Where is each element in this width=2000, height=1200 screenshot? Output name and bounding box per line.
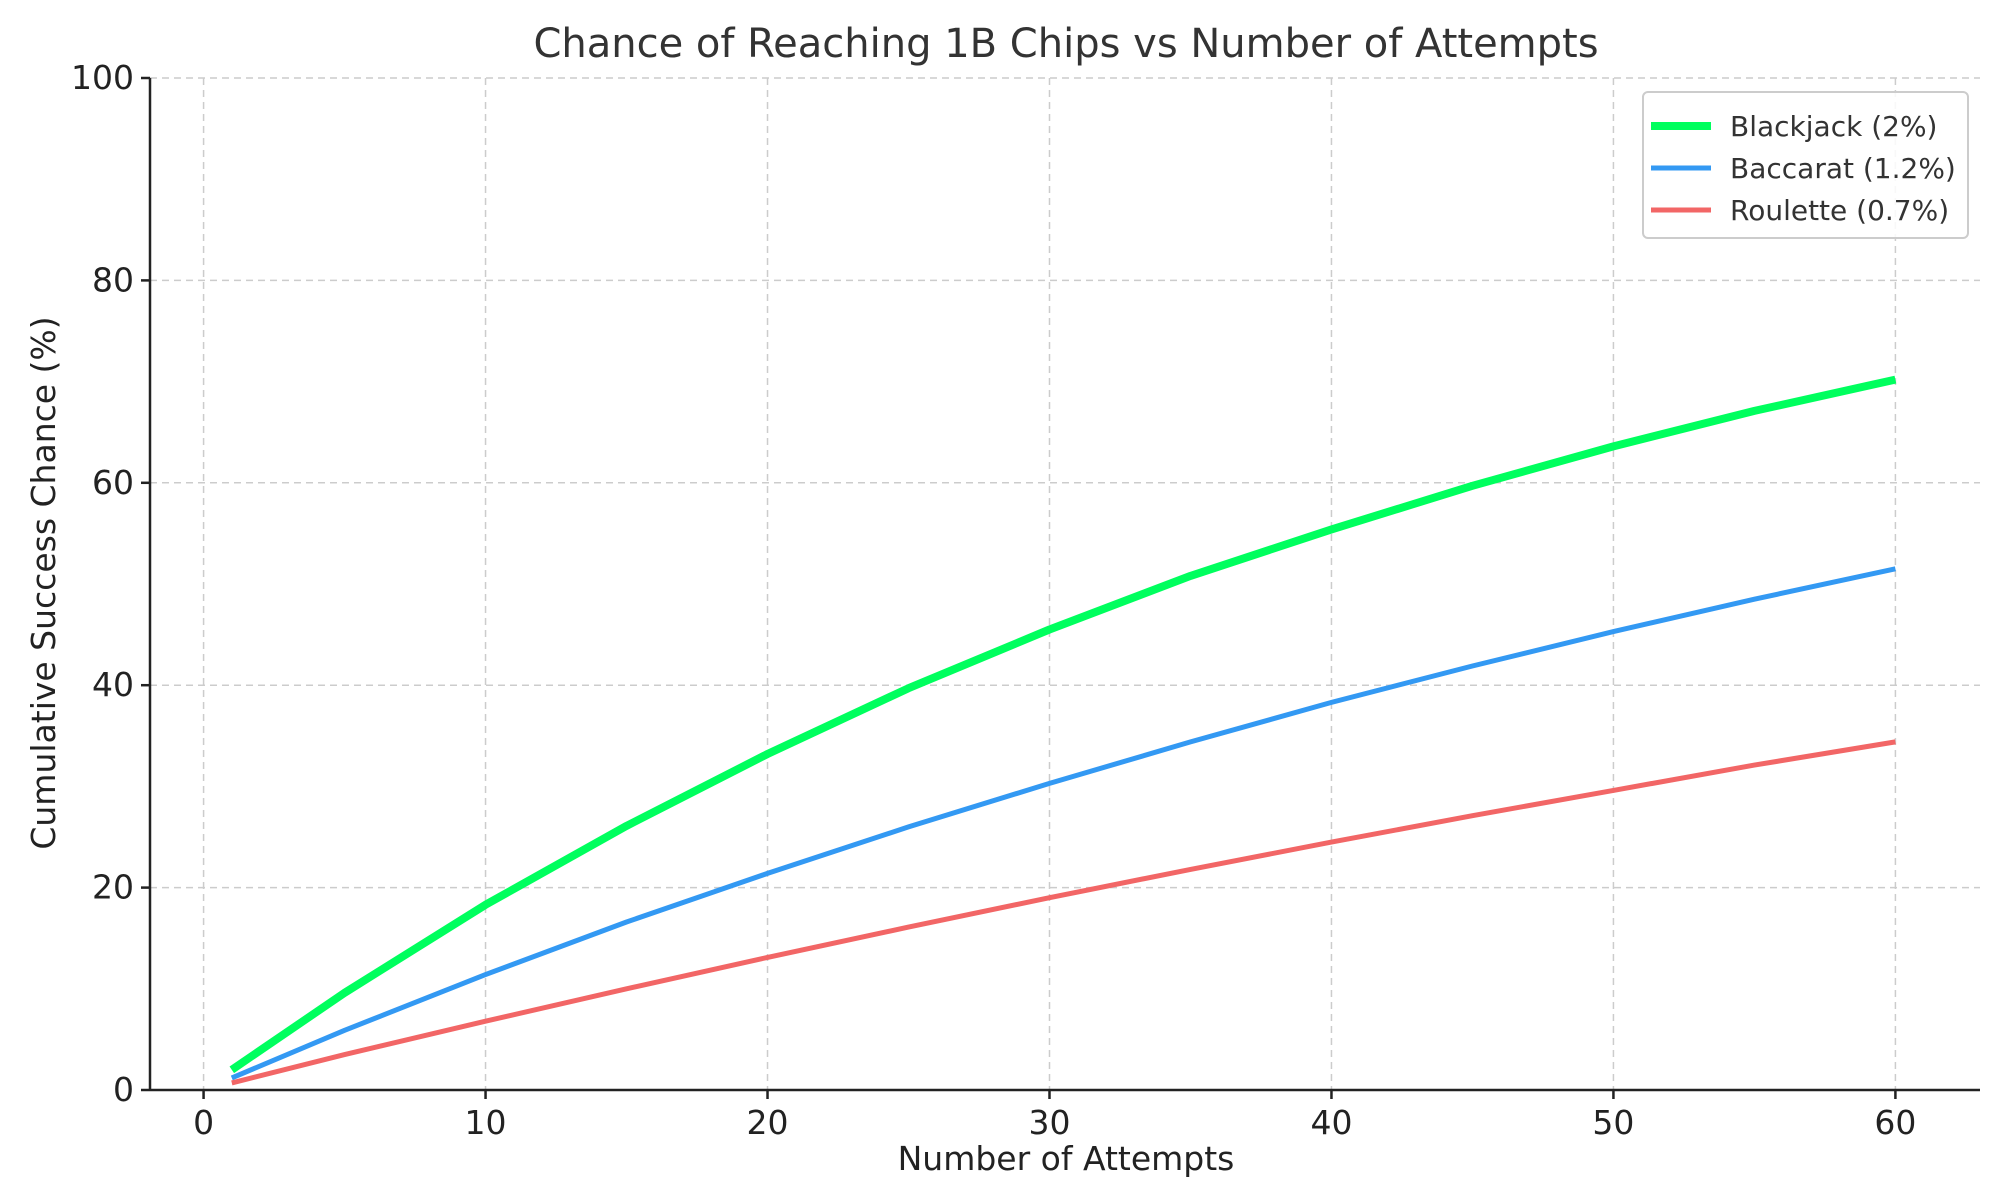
legend: Blackjack (2%) Baccarat (1.2%) Roulette (0… [1642,91,1969,239]
chart-title: Chance of Reaching 1B Chips vs Number of… [533,21,1598,67]
y-axis-label: Cumulative Success Chance (%) [24,316,63,849]
x-tick-label: 60 [1874,1103,1916,1142]
x-tick-label: 50 [1592,1103,1634,1142]
x-tick-label: 10 [465,1103,507,1142]
legend-box [1642,91,1969,239]
x-tick-label: 40 [1310,1103,1352,1142]
y-tick-label: 40 [92,665,134,704]
x-tick-label: 30 [1028,1103,1070,1142]
x-axis-label: Number of Attempts [898,1139,1235,1178]
axes: 0 10 20 30 40 50 60 0 20 40 60 80 100 [71,58,1980,1142]
legend-label-0: Blackjack (2%) [1730,110,1937,143]
y-tick-label: 100 [71,58,134,97]
legend-label-1: Baccarat (1.2%) [1730,152,1956,185]
series-group [229,375,1897,1086]
series-line-2 [231,739,1896,1086]
legend-label-2: Roulette (0.7%) [1730,194,1949,227]
y-tick-label: 20 [92,868,134,907]
series-line-1 [230,566,1896,1081]
grid [150,77,1980,1091]
y-tick-label: 80 [92,260,134,299]
x-tick-label: 20 [747,1103,789,1142]
y-tick-label: 60 [92,463,134,502]
x-tick-label: 0 [193,1103,214,1142]
series-line-0 [229,375,1897,1074]
y-tick-label: 0 [113,1070,134,1109]
